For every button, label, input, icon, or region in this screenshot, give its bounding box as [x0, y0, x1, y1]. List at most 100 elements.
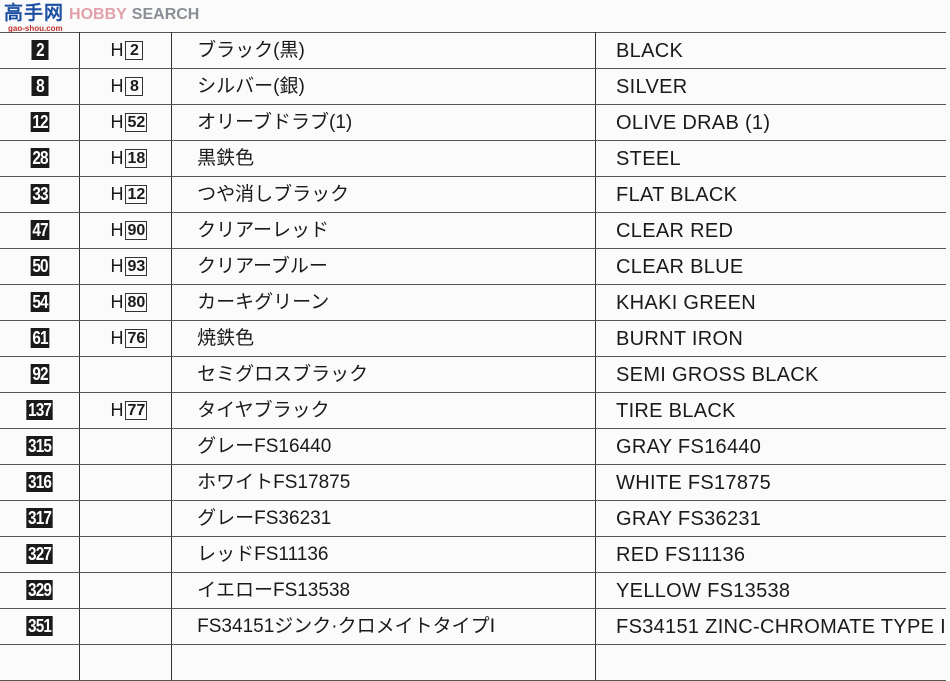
h-prefix: H — [110, 400, 124, 420]
japanese-name-cell: ホワイトFS17875 — [171, 464, 597, 501]
table-row: 12 H 52 オリーブドラブ(1) OLIVE DRAB (1) — [0, 104, 946, 141]
paint-number-cell: 28 — [0, 140, 81, 177]
paint-number-badge: 317 — [26, 507, 53, 528]
paint-number-cell: 54 — [0, 284, 81, 321]
h-prefix: H — [110, 328, 124, 348]
english-name-cell: CLEAR RED — [595, 212, 946, 249]
h-code-cell — [79, 428, 173, 465]
h-code-box: 12 — [125, 185, 148, 204]
english-name-cell: GRAY FS16440 — [595, 428, 946, 465]
watermark-cn: 高手网 — [4, 2, 65, 24]
h-code-box: 2 — [125, 41, 144, 60]
table-row: 351 FS34151ジンク·クロメイトタイプⅠ FS34151 ZINC-CH… — [0, 608, 946, 645]
japanese-name-cell: オリーブドラブ(1) — [171, 104, 597, 141]
table-row: 137 H 77 タイヤブラック TIRE BLACK — [0, 392, 946, 429]
paint-number-cell: 137 — [0, 392, 81, 429]
japanese-name-cell: つや消しブラック — [171, 176, 597, 213]
paint-number-cell: 61 — [0, 320, 81, 357]
english-name-cell: SEMI GROSS BLACK — [595, 356, 946, 393]
paint-number-badge: 315 — [26, 435, 53, 456]
h-code-cell: H 77 — [79, 392, 173, 429]
japanese-name-cell: タイヤブラック — [171, 392, 597, 429]
h-prefix: H — [110, 292, 124, 312]
watermark-url: gao-shou.com — [8, 24, 63, 33]
h-code-cell: H 12 — [79, 176, 173, 213]
japanese-name-cell: グレーFS36231 — [171, 500, 597, 537]
paint-number-badge: 92 — [30, 363, 50, 384]
paint-number-cell: 329 — [0, 572, 81, 609]
japanese-name-cell: クリアーブルー — [171, 248, 597, 285]
paint-number-badge: 327 — [26, 543, 53, 564]
paint-number-badge: 8 — [31, 75, 49, 96]
japanese-name-cell: セミグロスブラック — [171, 356, 597, 393]
paint-number-badge: 54 — [30, 291, 50, 312]
watermark-en: SEARCH — [131, 6, 200, 23]
h-code-cell — [79, 572, 173, 609]
h-code-cell: H 93 — [79, 248, 173, 285]
paint-number-cell: 8 — [0, 68, 81, 105]
table-row: 54 H 80 カーキグリーン KHAKI GREEN — [0, 284, 946, 321]
paint-number-badge: 329 — [26, 579, 53, 600]
english-name-cell: BLACK — [595, 32, 946, 69]
paint-number-cell: 316 — [0, 464, 81, 501]
japanese-name-cell: レッドFS11136 — [171, 536, 597, 573]
paint-number-badge: 316 — [26, 471, 53, 492]
japanese-name-cell: グレーFS16440 — [171, 428, 597, 465]
paint-number-cell: 315 — [0, 428, 81, 465]
table-row: 50 H 93 クリアーブルー CLEAR BLUE — [0, 248, 946, 285]
english-name-cell: FLAT BLACK — [595, 176, 946, 213]
h-code-cell: H 90 — [79, 212, 173, 249]
paint-number-badge: 28 — [30, 147, 50, 168]
h-prefix: H — [110, 256, 124, 276]
japanese-name-cell: 黒鉄色 — [171, 140, 597, 177]
paint-number-badge: 137 — [26, 399, 53, 420]
table-row: 33 H 12 つや消しブラック FLAT BLACK — [0, 176, 946, 213]
watermark-row: 高手网 HOBBY SEARCH — [4, 3, 199, 23]
paint-number-badge: 50 — [30, 255, 50, 276]
paint-number-badge: 33 — [30, 183, 50, 204]
paint-number-cell: 50 — [0, 248, 81, 285]
paint-number-cell: 317 — [0, 500, 81, 537]
h-code-box: 77 — [125, 401, 148, 420]
h-prefix: H — [110, 76, 124, 96]
paint-number-badge: 47 — [30, 219, 50, 240]
english-name-cell: SILVER — [595, 68, 946, 105]
japanese-name-cell: カーキグリーン — [171, 284, 597, 321]
paint-number-cell: 33 — [0, 176, 81, 213]
english-name-cell: STEEL — [595, 140, 946, 177]
paint-number-cell: 2 — [0, 32, 81, 69]
japanese-name-cell: シルバー(銀) — [171, 68, 597, 105]
h-code-box: 80 — [125, 293, 148, 312]
h-prefix: H — [110, 112, 124, 132]
h-code-cell: H 52 — [79, 104, 173, 141]
japanese-name-cell: FS34151ジンク·クロメイトタイプⅠ — [171, 608, 597, 645]
paint-number-cell: 47 — [0, 212, 81, 249]
table-row: 327 レッドFS11136 RED FS11136 — [0, 536, 946, 573]
english-name-cell: YELLOW FS13538 — [595, 572, 946, 609]
h-code-cell — [79, 356, 173, 393]
h-code-box: 76 — [125, 329, 148, 348]
watermark-ghost-text: HOBBY — [69, 6, 127, 23]
japanese-name-cell: クリアーレッド — [171, 212, 597, 249]
watermark-logo: 高手网 HOBBY SEARCH gao-shou.com — [4, 3, 264, 33]
h-code-cell — [79, 536, 173, 573]
h-prefix: H — [110, 184, 124, 204]
h-code-cell: H 76 — [79, 320, 173, 357]
table-row: 315 グレーFS16440 GRAY FS16440 — [0, 428, 946, 465]
h-code-cell: H 18 — [79, 140, 173, 177]
english-name-cell: FS34151 ZINC-CHROMATE TYPE I — [595, 608, 946, 645]
h-code-cell: H 80 — [79, 284, 173, 321]
table-row: 47 H 90 クリアーレッド CLEAR RED — [0, 212, 946, 249]
table-row: 316 ホワイトFS17875 WHITE FS17875 — [0, 464, 946, 501]
table-row: 28 H 18 黒鉄色 STEEL — [0, 140, 946, 177]
english-name-cell: WHITE FS17875 — [595, 464, 946, 501]
h-code-box: 93 — [125, 257, 148, 276]
japanese-name-cell: ブラック(黒) — [171, 32, 597, 69]
table-row: 61 H 76 焼鉄色 BURNT IRON — [0, 320, 946, 357]
h-code-cell — [79, 464, 173, 501]
